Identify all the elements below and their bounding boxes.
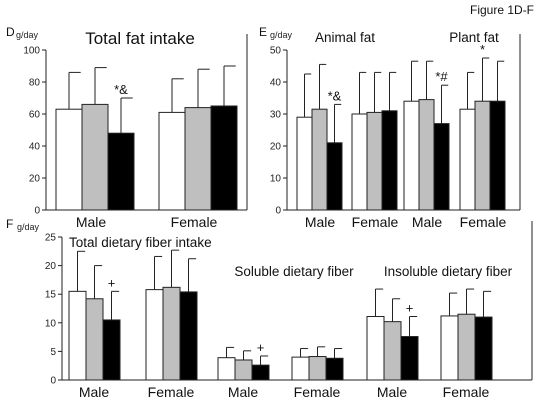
- category-label: Male: [228, 384, 259, 400]
- bar: [311, 108, 328, 211]
- category-label: Male: [79, 384, 110, 400]
- panel-title: Total fat intake: [85, 29, 195, 48]
- y-tick-label: 5: [50, 347, 56, 358]
- bar: [296, 116, 313, 211]
- bar: [400, 336, 419, 381]
- y-tick-label: 80: [29, 78, 41, 89]
- bar: [179, 291, 198, 381]
- y-tick-label: 100: [23, 46, 40, 57]
- y-tick-label: 50: [270, 46, 282, 57]
- bar: [326, 142, 343, 211]
- bar: [381, 110, 398, 211]
- y-tick-label: 0: [34, 206, 40, 217]
- significance-mark: +: [406, 301, 414, 316]
- bar: [366, 316, 385, 381]
- category-label: Female: [443, 384, 490, 400]
- panel-subtitle: Total dietary fiber intake: [69, 235, 212, 250]
- y-tick-label: 0: [50, 376, 56, 387]
- bar: [145, 289, 164, 381]
- bar: [351, 113, 368, 211]
- bar: [291, 356, 310, 381]
- y-tick-label: 60: [29, 110, 41, 121]
- y-tick-label: 20: [270, 142, 282, 153]
- category-label: Female: [148, 384, 195, 400]
- y-tick-label: 40: [29, 142, 41, 153]
- category-label: Male: [377, 384, 408, 400]
- bar: [474, 100, 491, 211]
- y-tick-label: 20: [29, 174, 41, 185]
- panel-subtitle: Soluble dietary fiber: [234, 264, 354, 279]
- y-tick-label: 0: [275, 206, 281, 217]
- y-tick-label: 30: [270, 110, 282, 121]
- bar: [325, 357, 344, 381]
- significance-mark: *&: [114, 82, 128, 97]
- y-tick-label: 25: [45, 233, 57, 244]
- significance-mark: *#: [435, 69, 448, 84]
- y-axis-unit: g/day: [17, 222, 40, 232]
- panel-letter: E: [259, 25, 267, 39]
- figure-label: Figure 1D-F: [470, 3, 534, 17]
- y-tick-label: 10: [270, 174, 282, 185]
- category-label: Male: [76, 214, 107, 230]
- bar: [162, 286, 181, 381]
- panel-f: 0 5 10 15 20 25 F g/day Total dietary fiber inta…: [6, 217, 533, 400]
- bar: [474, 316, 493, 381]
- category-label: Male: [412, 214, 443, 230]
- bar: [457, 313, 476, 381]
- bar: [210, 105, 238, 211]
- y-axis-unit: g/day: [270, 30, 293, 40]
- y-tick-label: 20: [45, 261, 57, 272]
- category-label: Female: [352, 214, 399, 230]
- panel-letter: D: [6, 25, 15, 39]
- bar: [418, 99, 435, 211]
- bar: [459, 108, 476, 211]
- bar: [85, 298, 104, 381]
- panel-e: 0 10 20 30 40 50E g/day Animal fat Plant fat *& Ma…: [259, 25, 521, 230]
- bar: [403, 100, 420, 211]
- category-label: Female: [294, 384, 341, 400]
- panel-subtitle: Insoluble dietary fiber: [384, 264, 513, 279]
- bar: [433, 123, 450, 211]
- significance-mark: +: [257, 340, 265, 355]
- y-tick-label: 15: [45, 290, 57, 301]
- bar: [55, 108, 83, 211]
- bar: [234, 359, 253, 381]
- bar: [366, 111, 383, 211]
- y-axis-unit: g/day: [16, 30, 39, 40]
- y-tick-label: 40: [270, 78, 282, 89]
- bar: [308, 356, 327, 381]
- bar: [251, 364, 270, 381]
- bar: [184, 107, 212, 211]
- category-label: Male: [305, 214, 336, 230]
- category-label: Female: [171, 214, 218, 230]
- bar: [68, 290, 87, 381]
- panel-letter: F: [6, 217, 13, 231]
- bar: [102, 319, 121, 381]
- bar: [107, 132, 135, 211]
- significance-mark: +: [108, 275, 116, 290]
- panel-subtitle: Animal fat: [315, 30, 375, 45]
- bar: [440, 315, 459, 381]
- bar: [383, 321, 402, 381]
- category-label: Female: [460, 214, 507, 230]
- significance-mark: *&: [328, 88, 342, 103]
- bar: [217, 357, 236, 381]
- panel-subtitle: Plant fat: [449, 30, 499, 45]
- bar: [489, 100, 506, 211]
- bar: [81, 103, 109, 211]
- panel-d: 0 20 40 60 80 100 D g/day Total fat intake *& Male…: [6, 25, 248, 230]
- y-tick-label: 10: [45, 318, 57, 329]
- significance-mark: *: [480, 42, 485, 57]
- bar: [158, 111, 186, 211]
